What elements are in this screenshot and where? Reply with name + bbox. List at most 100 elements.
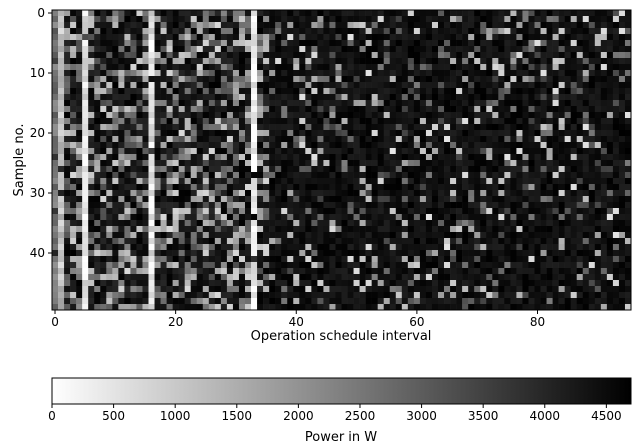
heatmap-cell bbox=[251, 244, 257, 250]
heatmap-cell bbox=[64, 58, 70, 64]
heatmap-cell bbox=[263, 178, 269, 184]
heatmap-cell bbox=[474, 244, 480, 250]
heatmap-cell bbox=[516, 58, 522, 64]
heatmap-cell bbox=[251, 286, 257, 292]
heatmap-cell bbox=[396, 166, 402, 172]
heatmap-cell bbox=[414, 178, 420, 184]
heatmap-cell bbox=[179, 28, 185, 34]
heatmap-cell bbox=[595, 178, 601, 184]
heatmap-cell bbox=[402, 148, 408, 154]
heatmap-cell bbox=[372, 76, 378, 82]
heatmap-cell bbox=[408, 292, 414, 298]
heatmap-cell bbox=[311, 94, 317, 100]
heatmap-cell bbox=[136, 244, 142, 250]
heatmap-cell bbox=[58, 190, 64, 196]
heatmap-cell bbox=[227, 118, 233, 124]
heatmap-cell bbox=[396, 232, 402, 238]
heatmap-cell bbox=[317, 268, 323, 274]
heatmap-cell bbox=[112, 214, 118, 220]
heatmap-cell bbox=[414, 298, 420, 304]
heatmap-cell bbox=[522, 202, 528, 208]
heatmap-cell bbox=[155, 22, 161, 28]
heatmap-cell bbox=[124, 28, 130, 34]
heatmap-cell bbox=[601, 214, 607, 220]
heatmap-cell bbox=[492, 88, 498, 94]
heatmap-cell bbox=[173, 148, 179, 154]
heatmap-cell bbox=[251, 172, 257, 178]
heatmap-cell bbox=[173, 16, 179, 22]
heatmap-cell bbox=[70, 286, 76, 292]
heatmap-cell bbox=[58, 112, 64, 118]
heatmap-cell bbox=[354, 172, 360, 178]
heatmap-cell bbox=[474, 124, 480, 130]
heatmap-cell bbox=[281, 130, 287, 136]
heatmap-cell bbox=[372, 286, 378, 292]
heatmap-cell bbox=[118, 232, 124, 238]
heatmap-cell bbox=[233, 46, 239, 52]
heatmap-cell bbox=[281, 124, 287, 130]
heatmap-cell bbox=[275, 220, 281, 226]
heatmap-cell bbox=[462, 82, 468, 88]
heatmap-cell bbox=[366, 64, 372, 70]
heatmap-cell bbox=[323, 100, 329, 106]
heatmap-cell bbox=[118, 10, 124, 16]
heatmap-cell bbox=[577, 286, 583, 292]
heatmap-cell bbox=[287, 196, 293, 202]
heatmap-cell bbox=[52, 226, 58, 232]
heatmap-cell bbox=[233, 208, 239, 214]
heatmap-cell bbox=[480, 214, 486, 220]
heatmap-cell bbox=[179, 262, 185, 268]
heatmap-cell bbox=[269, 178, 275, 184]
heatmap-cell bbox=[281, 184, 287, 190]
heatmap-cell bbox=[112, 58, 118, 64]
heatmap-cell bbox=[76, 154, 82, 160]
heatmap-cell bbox=[209, 124, 215, 130]
heatmap-cell bbox=[155, 166, 161, 172]
heatmap-cell bbox=[571, 34, 577, 40]
heatmap-cell bbox=[161, 190, 167, 196]
heatmap-cell bbox=[589, 304, 595, 310]
heatmap-cell bbox=[215, 22, 221, 28]
heatmap-cell bbox=[522, 148, 528, 154]
heatmap-cell bbox=[305, 184, 311, 190]
heatmap-cell bbox=[293, 256, 299, 262]
heatmap-cell bbox=[342, 142, 348, 148]
heatmap-cell bbox=[553, 40, 559, 46]
heatmap-cell bbox=[444, 250, 450, 256]
heatmap-cell bbox=[384, 196, 390, 202]
heatmap-cell bbox=[88, 46, 94, 52]
heatmap-cell bbox=[450, 112, 456, 118]
heatmap-cell bbox=[299, 34, 305, 40]
heatmap-cell bbox=[293, 268, 299, 274]
heatmap-cell bbox=[197, 208, 203, 214]
heatmap-cell bbox=[227, 136, 233, 142]
heatmap-cell bbox=[94, 256, 100, 262]
heatmap-cell bbox=[281, 292, 287, 298]
heatmap-cell bbox=[299, 70, 305, 76]
heatmap-cell bbox=[251, 22, 257, 28]
heatmap-cell bbox=[215, 154, 221, 160]
heatmap-cell bbox=[305, 196, 311, 202]
heatmap-cell bbox=[492, 148, 498, 154]
heatmap-cell bbox=[595, 304, 601, 310]
heatmap-cell bbox=[58, 148, 64, 154]
heatmap-cell bbox=[323, 244, 329, 250]
heatmap-cell bbox=[516, 184, 522, 190]
heatmap-cell bbox=[504, 298, 510, 304]
heatmap-cell bbox=[179, 250, 185, 256]
heatmap-cell bbox=[287, 304, 293, 310]
heatmap-cell bbox=[293, 214, 299, 220]
heatmap-cell bbox=[360, 70, 366, 76]
heatmap-cell bbox=[522, 16, 528, 22]
heatmap-cell bbox=[185, 148, 191, 154]
heatmap-cell bbox=[106, 112, 112, 118]
heatmap-cell bbox=[112, 28, 118, 34]
heatmap-cell bbox=[142, 208, 148, 214]
heatmap-cell bbox=[136, 52, 142, 58]
heatmap-cell bbox=[372, 220, 378, 226]
heatmap-cell bbox=[480, 286, 486, 292]
heatmap-cell bbox=[221, 184, 227, 190]
heatmap-cell bbox=[601, 106, 607, 112]
heatmap-cell bbox=[257, 88, 263, 94]
heatmap-cell bbox=[329, 220, 335, 226]
